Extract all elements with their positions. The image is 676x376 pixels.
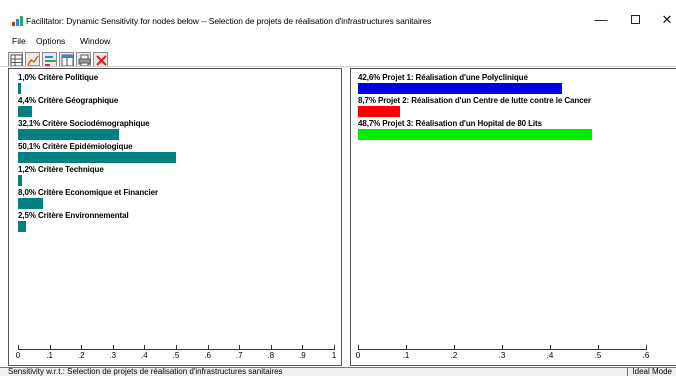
project-bar[interactable] bbox=[358, 129, 592, 140]
axis-tick-label: .7 bbox=[235, 351, 243, 360]
axis-tick-label: .5 bbox=[172, 351, 180, 360]
app-icon bbox=[12, 16, 23, 26]
menu-file[interactable]: File bbox=[12, 36, 26, 46]
criterion-label: 2,5% Critère Environnemental bbox=[18, 211, 129, 220]
maximize-icon bbox=[630, 15, 640, 24]
toolbar-divider bbox=[0, 66, 676, 67]
axis-tick bbox=[112, 345, 114, 350]
axis-tick-label: 1 bbox=[331, 351, 337, 360]
criterion-label: 50,1% Critère Epidémiologique bbox=[18, 142, 133, 151]
criterion-label: 1,2% Critère Technique bbox=[18, 165, 104, 174]
criterion-bar[interactable] bbox=[18, 129, 120, 140]
axis-tick-label: .1 bbox=[402, 351, 410, 360]
axis-tick bbox=[406, 345, 407, 350]
axis-tick-label: .3 bbox=[109, 351, 117, 360]
axis-tick bbox=[598, 345, 599, 350]
axis-tick-label: .6 bbox=[642, 351, 650, 360]
axis-tick bbox=[646, 345, 647, 350]
grid-icon[interactable] bbox=[8, 52, 23, 67]
axis-tick bbox=[49, 345, 51, 350]
project-label: 42,6% Projet 1: Réalisation d'une Polycl… bbox=[358, 73, 528, 82]
window-title: Facilitator: Dynamic Sensitivity for nod… bbox=[26, 16, 432, 26]
close-icon[interactable] bbox=[93, 52, 108, 67]
criterion-label: 1,0% Critère Politique bbox=[18, 73, 99, 82]
project-bar[interactable] bbox=[358, 83, 563, 94]
projects-sensitivity-panel: 42,6% Projet 1: Réalisation d'une Polycl… bbox=[350, 68, 676, 366]
criterion-bar[interactable] bbox=[18, 106, 32, 117]
axis-tick bbox=[454, 345, 455, 350]
axis-tick bbox=[239, 345, 241, 350]
bars-icon[interactable] bbox=[42, 52, 57, 67]
axis-tick-label: .2 bbox=[450, 351, 458, 360]
project-label: 48,7% Projet 3: Réalisation d'un Hopital… bbox=[358, 119, 542, 128]
axis-tick-label: 0 bbox=[15, 351, 21, 360]
axis-tick bbox=[176, 345, 177, 350]
axis-tick-label: .6 bbox=[204, 351, 211, 360]
table-icon[interactable] bbox=[59, 52, 74, 67]
axis-tick bbox=[270, 345, 272, 350]
criterion-bar[interactable] bbox=[18, 175, 22, 186]
status-mode: Ideal Mode bbox=[627, 367, 672, 376]
project-bar[interactable] bbox=[358, 106, 400, 117]
close-window-button[interactable]: ✕ bbox=[661, 12, 673, 27]
criterion-label: 4,4% Critère Géographique bbox=[18, 96, 119, 105]
criterion-bar[interactable] bbox=[18, 83, 22, 94]
axis-tick bbox=[207, 345, 209, 350]
minimize-button[interactable]: — bbox=[594, 12, 608, 27]
criterion-axis: 0 .1 .2 .3 .4 .5 .6 .7 .8 .9 1 bbox=[9, 345, 338, 363]
chart-icon[interactable] bbox=[25, 52, 40, 67]
axis-tick-label: .3 bbox=[498, 351, 506, 360]
axis-tick bbox=[81, 345, 83, 350]
criterion-label: 32,1% Critère Sociodémographique bbox=[18, 119, 150, 128]
axis-tick-label: .4 bbox=[141, 351, 148, 360]
maximize-button[interactable] bbox=[620, 10, 650, 30]
title-bar: Facilitator: Dynamic Sensitivity for nod… bbox=[0, 0, 676, 32]
axis-tick bbox=[144, 345, 146, 350]
axis-tick bbox=[358, 345, 359, 350]
axis-tick bbox=[18, 345, 19, 350]
axis-tick-label: .2 bbox=[77, 351, 85, 360]
print-icon[interactable] bbox=[76, 52, 91, 67]
menu-window[interactable]: Window bbox=[80, 36, 111, 46]
axis-tick bbox=[334, 345, 335, 350]
criterion-bar[interactable] bbox=[18, 221, 26, 232]
project-label: 8,7% Projet 2: Réalisation d'un Centre d… bbox=[358, 96, 591, 105]
criteria-sensitivity-panel: 1,0% Critère Politique 4,4% Critère Géogr… bbox=[8, 68, 342, 366]
toolbar bbox=[8, 52, 138, 67]
axis-tick bbox=[302, 345, 304, 350]
axis-tick-label: .4 bbox=[546, 351, 554, 360]
axis-tick-label: 0 bbox=[355, 351, 361, 360]
menu-bar: File Options Window bbox=[0, 36, 676, 48]
axis-tick-label: .1 bbox=[46, 351, 53, 360]
axis-tick-label: .5 bbox=[594, 351, 602, 360]
axis-tick-label: .8 bbox=[267, 351, 275, 360]
project-axis: 0 .1 .2 .3 .4 .5 .6 bbox=[351, 345, 650, 363]
axis-tick-label: .9 bbox=[299, 351, 306, 360]
axis-tick bbox=[550, 345, 551, 350]
axis-tick bbox=[502, 345, 503, 350]
criterion-label: 8,0% Critère Economique et Financier bbox=[18, 188, 158, 197]
status-bar: Sensitivity w.r.t.: Selection de projets… bbox=[0, 367, 676, 376]
criterion-bar[interactable] bbox=[18, 198, 44, 209]
status-text: Sensitivity w.r.t.: Selection de projets… bbox=[8, 367, 283, 376]
menu-options[interactable]: Options bbox=[36, 36, 66, 46]
close-icon-stroke-b bbox=[96, 55, 107, 66]
criterion-bar[interactable] bbox=[18, 152, 177, 163]
